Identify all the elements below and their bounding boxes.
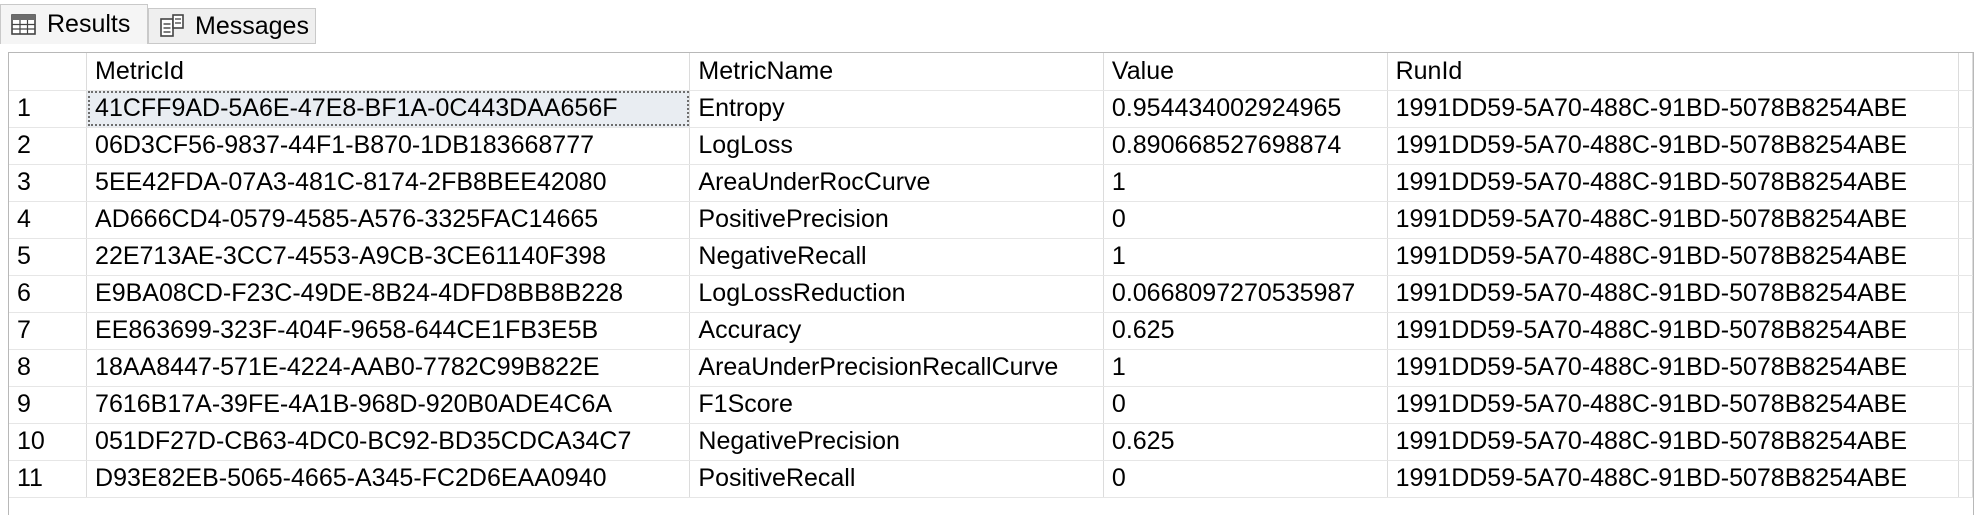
row-number-cell[interactable]: 4	[9, 201, 88, 239]
row-number-cell[interactable]: 10	[9, 423, 88, 461]
cell-metricname[interactable]: LogLoss	[689, 127, 1104, 165]
tab-results-label: Results	[47, 10, 131, 38]
cell-runid[interactable]: 1991DD59-5A70-488C-91BD-5078B8254ABE	[1387, 386, 1960, 424]
cell-runid[interactable]: 1991DD59-5A70-488C-91BD-5078B8254ABE	[1387, 349, 1960, 387]
cell-runid[interactable]: 1991DD59-5A70-488C-91BD-5078B8254ABE	[1387, 127, 1960, 165]
cell-metricid[interactable]: 18AA8447-571E-4224-AAB0-7782C99B822E	[86, 349, 691, 387]
cell-filler	[1958, 386, 1973, 424]
row-number-cell[interactable]: 5	[9, 238, 88, 276]
cell-metricid[interactable]: 22E713AE-3CC7-4553-A9CB-3CE61140F398	[86, 238, 691, 276]
cell-filler	[1958, 201, 1973, 239]
cell-filler	[1958, 275, 1973, 313]
cell-runid[interactable]: 1991DD59-5A70-488C-91BD-5078B8254ABE	[1387, 460, 1960, 498]
cell-value[interactable]: 0	[1103, 460, 1388, 498]
cell-value[interactable]: 0.0668097270535987	[1103, 275, 1388, 313]
column-header-filler	[1958, 53, 1973, 91]
tab-messages[interactable]: Messages	[148, 8, 316, 44]
cell-metricid[interactable]: E9BA08CD-F23C-49DE-8B24-4DFD8BB8B228	[86, 275, 691, 313]
cell-filler	[1958, 349, 1973, 387]
cell-metricname[interactable]: Entropy	[689, 90, 1104, 128]
row-number-cell[interactable]: 3	[9, 164, 88, 202]
column-header-runid[interactable]: RunId	[1387, 53, 1960, 91]
grid-icon	[11, 13, 37, 37]
row-number-cell[interactable]: 2	[9, 127, 88, 165]
cell-metricid[interactable]: 7616B17A-39FE-4A1B-968D-920B0ADE4C6A	[86, 386, 691, 424]
column-header-metricid[interactable]: MetricId	[86, 53, 691, 91]
table-row[interactable]: 8 18AA8447-571E-4224-AAB0-7782C99B822E Are…	[9, 349, 1973, 387]
cell-metricname[interactable]: NegativePrecision	[689, 423, 1104, 461]
cell-value[interactable]: 1	[1103, 349, 1388, 387]
cell-filler	[1958, 164, 1973, 202]
cell-filler	[1958, 127, 1973, 165]
cell-metricid[interactable]: 41CFF9AD-5A6E-47E8-BF1A-0C443DAA656F	[86, 90, 691, 128]
cell-metricname[interactable]: F1Score	[689, 386, 1104, 424]
table-row[interactable]: 3 5EE42FDA-07A3-481C-8174-2FB8BEE42080 Are…	[9, 164, 1973, 202]
table-row[interactable]: 2 06D3CF56-9837-44F1-B870-1DB183668777 Log…	[9, 127, 1973, 165]
row-number-cell[interactable]: 11	[9, 460, 88, 498]
cell-filler	[1958, 238, 1973, 276]
cell-value[interactable]: 0.954434002924965	[1103, 90, 1388, 128]
cell-metricname[interactable]: PositivePrecision	[689, 201, 1104, 239]
cell-filler	[1958, 423, 1973, 461]
tab-results[interactable]: Results	[0, 4, 148, 44]
cell-value[interactable]: 1	[1103, 164, 1388, 202]
row-number-cell[interactable]: 8	[9, 349, 88, 387]
cell-filler	[1958, 460, 1973, 498]
row-number-header[interactable]	[9, 53, 88, 91]
table-row[interactable]: 4 AD666CD4-0579-4585-A576-3325FAC14665 Pos…	[9, 201, 1973, 239]
cell-runid[interactable]: 1991DD59-5A70-488C-91BD-5078B8254ABE	[1387, 423, 1960, 461]
table-row[interactable]: 10 051DF27D-CB63-4DC0-BC92-BD35CDCA34C7 Ne…	[9, 423, 1973, 461]
cell-runid[interactable]: 1991DD59-5A70-488C-91BD-5078B8254ABE	[1387, 312, 1960, 350]
cell-metricid[interactable]: 06D3CF56-9837-44F1-B870-1DB183668777	[86, 127, 691, 165]
grid-body: 1 41CFF9AD-5A6E-47E8-BF1A-0C443DAA656F Ent…	[9, 90, 1973, 498]
results-grid[interactable]: MetricId MetricName Value RunId 1 41CFF9A…	[8, 52, 1974, 515]
header-row: MetricId MetricName Value RunId	[9, 53, 1973, 91]
cell-runid[interactable]: 1991DD59-5A70-488C-91BD-5078B8254ABE	[1387, 201, 1960, 239]
cell-metricname[interactable]: LogLossReduction	[689, 275, 1104, 313]
column-header-metricname[interactable]: MetricName	[689, 53, 1104, 91]
cell-filler	[1958, 90, 1973, 128]
table-row[interactable]: 5 22E713AE-3CC7-4553-A9CB-3CE61140F398 Neg…	[9, 238, 1973, 276]
messages-icon	[159, 14, 185, 38]
table-row[interactable]: 1 41CFF9AD-5A6E-47E8-BF1A-0C443DAA656F Ent…	[9, 90, 1973, 128]
cell-value[interactable]: 1	[1103, 238, 1388, 276]
table-row[interactable]: 11 D93E82EB-5065-4665-A345-FC2D6EAA0940 Po…	[9, 460, 1973, 498]
cell-metricid[interactable]: 5EE42FDA-07A3-481C-8174-2FB8BEE42080	[86, 164, 691, 202]
cell-runid[interactable]: 1991DD59-5A70-488C-91BD-5078B8254ABE	[1387, 164, 1960, 202]
cell-value[interactable]: 0.625	[1103, 423, 1388, 461]
cell-value[interactable]: 0.625	[1103, 312, 1388, 350]
results-tab-bar: Results Messages	[0, 0, 1984, 48]
cell-metricname[interactable]: AreaUnderPrecisionRecallCurve	[689, 349, 1104, 387]
cell-runid[interactable]: 1991DD59-5A70-488C-91BD-5078B8254ABE	[1387, 275, 1960, 313]
cell-value[interactable]: 0	[1103, 386, 1388, 424]
cell-metricid[interactable]: D93E82EB-5065-4665-A345-FC2D6EAA0940	[86, 460, 691, 498]
cell-metricname[interactable]: AreaUnderRocCurve	[689, 164, 1104, 202]
cell-metricid[interactable]: EE863699-323F-404F-9658-644CE1FB3E5B	[86, 312, 691, 350]
table-row[interactable]: 6 E9BA08CD-F23C-49DE-8B24-4DFD8BB8B228 Log…	[9, 275, 1973, 313]
results-table: MetricId MetricName Value RunId 1 41CFF9A…	[9, 53, 1973, 498]
row-number-cell[interactable]: 6	[9, 275, 88, 313]
cell-metricid[interactable]: AD666CD4-0579-4585-A576-3325FAC14665	[86, 201, 691, 239]
cell-filler	[1958, 312, 1973, 350]
column-header-value[interactable]: Value	[1103, 53, 1388, 91]
table-row[interactable]: 9 7616B17A-39FE-4A1B-968D-920B0ADE4C6A F1S…	[9, 386, 1973, 424]
row-number-cell[interactable]: 7	[9, 312, 88, 350]
row-number-cell[interactable]: 9	[9, 386, 88, 424]
cell-metricname[interactable]: Accuracy	[689, 312, 1104, 350]
cell-metricid[interactable]: 051DF27D-CB63-4DC0-BC92-BD35CDCA34C7	[86, 423, 691, 461]
cell-metricname[interactable]: NegativeRecall	[689, 238, 1104, 276]
tab-messages-label: Messages	[195, 11, 309, 40]
row-number-cell[interactable]: 1	[9, 90, 88, 128]
cell-metricname[interactable]: PositiveRecall	[689, 460, 1104, 498]
cell-runid[interactable]: 1991DD59-5A70-488C-91BD-5078B8254ABE	[1387, 90, 1960, 128]
cell-runid[interactable]: 1991DD59-5A70-488C-91BD-5078B8254ABE	[1387, 238, 1960, 276]
table-row[interactable]: 7 EE863699-323F-404F-9658-644CE1FB3E5B Acc…	[9, 312, 1973, 350]
cell-value[interactable]: 0.890668527698874	[1103, 127, 1388, 165]
cell-value[interactable]: 0	[1103, 201, 1388, 239]
